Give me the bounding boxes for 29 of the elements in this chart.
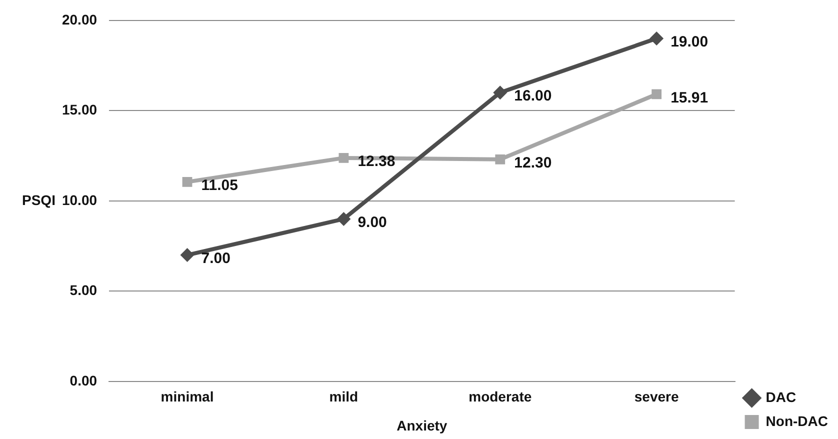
y-axis-title: PSQI bbox=[22, 192, 56, 208]
point bbox=[180, 248, 194, 262]
data-label: 19.00 bbox=[670, 34, 708, 51]
point bbox=[338, 152, 349, 163]
y-tick-label: 5.00 bbox=[70, 282, 98, 298]
point bbox=[495, 154, 506, 164]
x-tick-label: mild bbox=[329, 388, 358, 405]
data-label: 11.05 bbox=[201, 177, 238, 194]
y-tick-label: 0.00 bbox=[70, 372, 98, 388]
data-label: 15.91 bbox=[670, 89, 708, 106]
y-tick-label: 10.00 bbox=[62, 192, 98, 208]
point bbox=[650, 31, 664, 46]
data-label: 9.00 bbox=[358, 214, 387, 232]
data-label: 7.00 bbox=[201, 250, 230, 268]
data-label: 12.38 bbox=[358, 153, 396, 170]
point bbox=[336, 212, 351, 226]
y-tick-label: 20.00 bbox=[62, 11, 98, 28]
x-tick-label: severe bbox=[634, 388, 679, 405]
x-axis-title: Anxiety bbox=[396, 417, 448, 434]
data-label: 16.00 bbox=[514, 88, 552, 105]
x-tick-label: minimal bbox=[160, 388, 214, 405]
legend-label: Non-DAC bbox=[766, 412, 828, 429]
point bbox=[182, 177, 192, 187]
x-tick-label: moderate bbox=[468, 388, 532, 405]
data-label: 12.30 bbox=[514, 154, 552, 172]
point bbox=[652, 89, 662, 100]
y-tick-label: 15.00 bbox=[62, 102, 98, 118]
legend-label: DAC bbox=[766, 388, 796, 405]
point bbox=[493, 86, 508, 100]
